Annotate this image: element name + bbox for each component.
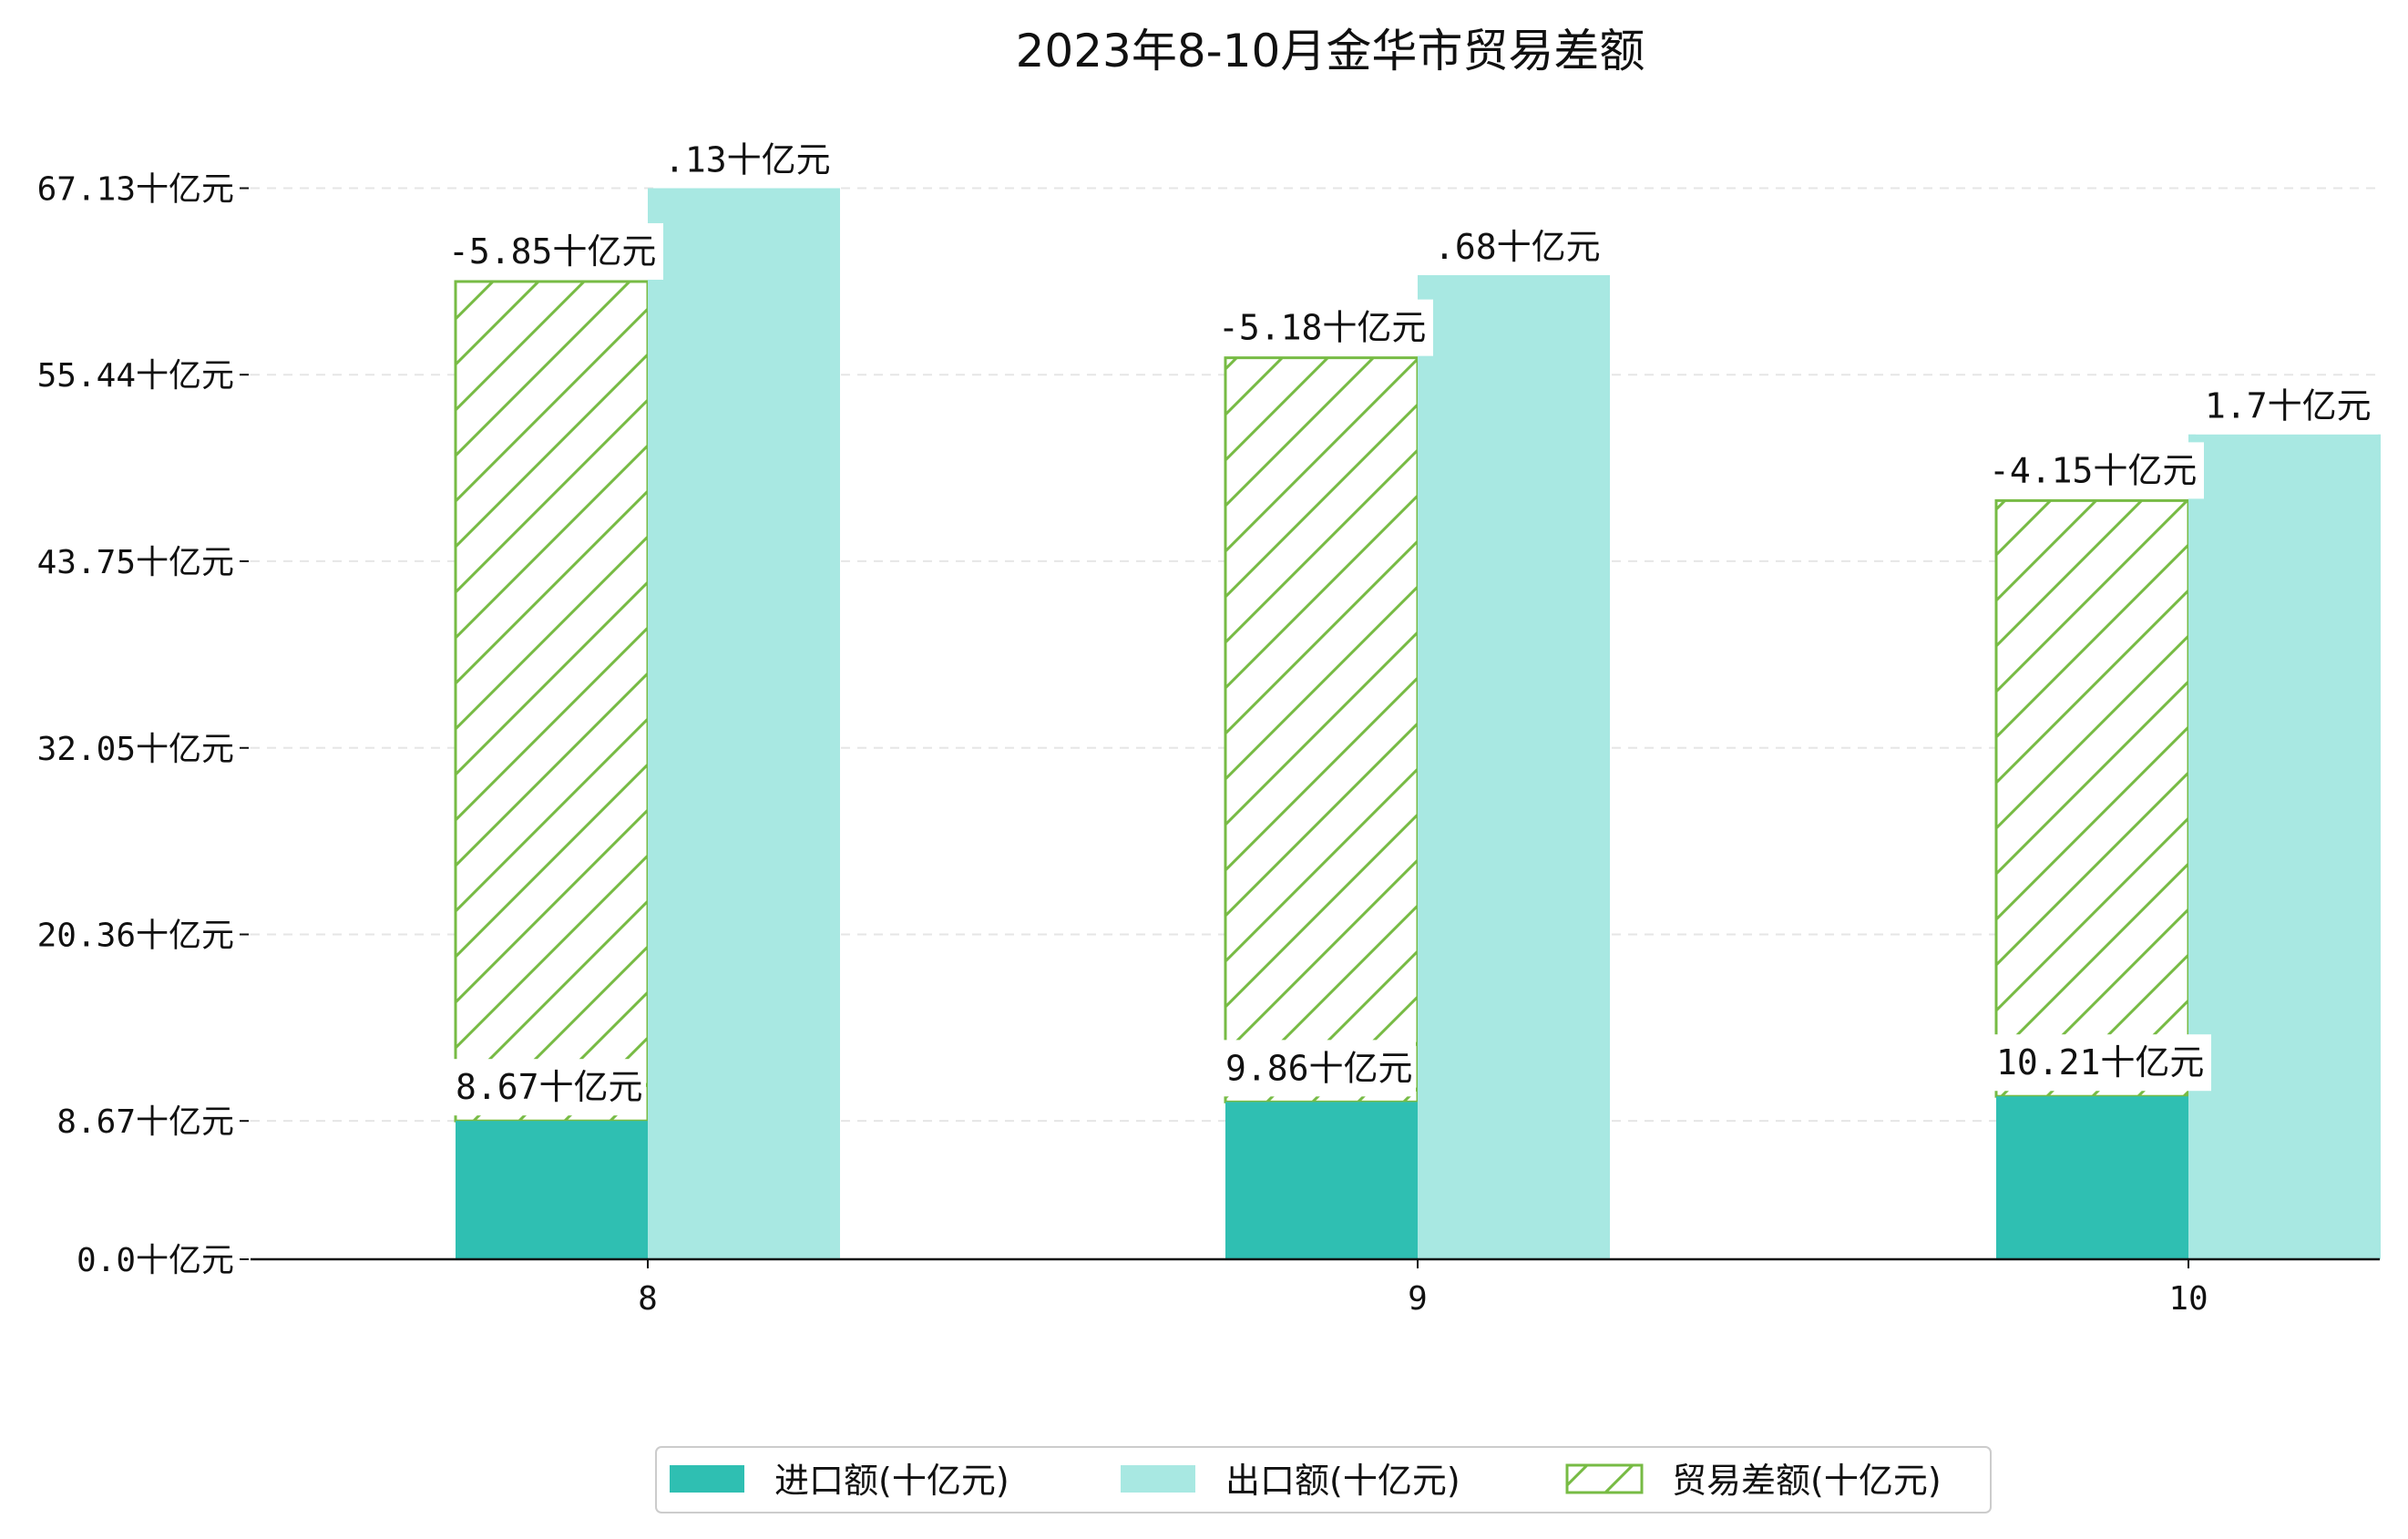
y-tick-label: 32.05十亿元: [37, 731, 234, 768]
label-export: 1.7十亿元: [2205, 386, 2372, 426]
bar-trade-balance: [454, 280, 650, 1123]
label-trade-balance-group: -5.18十亿元: [1209, 299, 1433, 356]
label-export-group: 1.7十亿元: [2196, 377, 2378, 435]
y-tick-label: 20.36十亿元: [37, 917, 234, 954]
bars: [454, 188, 2381, 1259]
label-import: 10.21十亿元: [1996, 1042, 2204, 1082]
y-tick-label: 55.44十亿元: [37, 357, 234, 395]
label-import-group: 10.21十亿元: [1987, 1034, 2211, 1092]
chart-title: 2023年8-10月金华市贸易差额: [1016, 25, 1645, 77]
label-trade-balance: -4.15十亿元: [1989, 450, 2197, 490]
legend-item-trade-balance: 贸易差额(十亿元): [1565, 1461, 1942, 1501]
y-tick-label: 43.75十亿元: [37, 544, 234, 581]
legend-swatch: [1121, 1465, 1195, 1493]
label-trade-balance: -5.18十亿元: [1218, 308, 1426, 348]
legend-label: 进口额(十亿元): [774, 1461, 1009, 1501]
label-export: .68十亿元: [1434, 227, 1601, 267]
axes: 0.0十亿元 8.67十亿元 20.36十亿元 32.05十亿元 43.75十亿元 55.…: [37, 171, 2380, 1318]
label-import: 8.67十亿元: [456, 1067, 643, 1107]
label-trade-balance-box: [439, 222, 663, 280]
bar-trade-balance: [1994, 498, 2190, 1098]
label-import-box: [1216, 1040, 1416, 1097]
y-tick-label: 67.13十亿元: [37, 171, 234, 209]
legend-label: 出口额(十亿元): [1225, 1461, 1460, 1501]
bar-import: [456, 1121, 648, 1259]
label-import: 9.86十亿元: [1225, 1048, 1413, 1088]
label-export-box: [1425, 218, 1607, 275]
label-trade-balance-box: [1209, 299, 1433, 356]
legend-swatch: [670, 1465, 744, 1493]
bar-export: [2188, 434, 2381, 1259]
data-labels: .13十亿元 -5.85十亿元 8.67十亿元 .68十亿元 -5.18十亿元 9.86十…: [439, 131, 2378, 1116]
label-export-group: .68十亿元: [1425, 218, 1607, 275]
legend-label: 贸易差额(十亿元): [1672, 1461, 1942, 1501]
label-export-box: [655, 131, 837, 189]
label-export: .13十亿元: [664, 140, 831, 180]
legend: 进口额(十亿元) 出口额(十亿元) 贸易差额(十亿元): [655, 1446, 1992, 1513]
label-export-group: .13十亿元: [655, 131, 837, 189]
label-trade-balance: -5.85十亿元: [448, 231, 656, 272]
legend-item-import: 进口额(十亿元): [670, 1461, 1009, 1501]
label-trade-balance-group: -4.15十亿元: [1980, 442, 2204, 499]
bar-trade-balance: [1224, 356, 1419, 1103]
y-tick-label: 8.67十亿元: [56, 1103, 234, 1141]
legend-box: [655, 1446, 1992, 1513]
y-tick-label: 0.0十亿元: [77, 1242, 234, 1279]
label-import-group: 9.86十亿元: [1216, 1040, 1416, 1097]
bar-export: [648, 188, 840, 1259]
label-trade-balance-group: -5.85十亿元: [439, 222, 663, 280]
label-import-group: 8.67十亿元: [446, 1059, 646, 1116]
bar-export: [1418, 274, 1610, 1259]
x-tick-label: 9: [1408, 1280, 1428, 1318]
label-import-box: [1987, 1034, 2211, 1092]
x-tick-label: 8: [638, 1280, 658, 1318]
label-export-box: [2196, 377, 2378, 435]
bar-import: [1996, 1096, 2188, 1259]
legend-swatch: [1565, 1463, 1644, 1494]
label-trade-balance-box: [1980, 442, 2204, 499]
legend-item-export: 出口额(十亿元): [1121, 1461, 1460, 1501]
x-tick-label: 10: [2168, 1280, 2208, 1318]
label-import-box: [446, 1059, 646, 1116]
bar-import: [1225, 1102, 1418, 1259]
